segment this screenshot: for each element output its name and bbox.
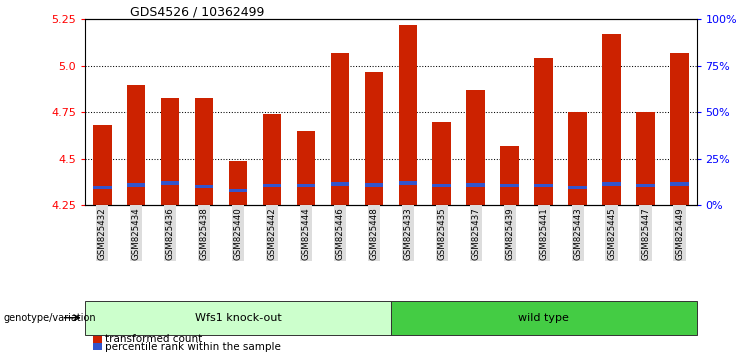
Bar — [391, 301, 697, 335]
Text: percentile rank within the sample: percentile rank within the sample — [105, 342, 281, 352]
Bar — [670, 182, 689, 185]
Bar — [85, 301, 391, 335]
Text: Wfs1 knock-out: Wfs1 knock-out — [195, 313, 282, 323]
Text: GSM825447: GSM825447 — [641, 207, 650, 260]
Bar — [534, 58, 553, 205]
Bar — [637, 113, 655, 205]
Text: GSM825439: GSM825439 — [505, 207, 514, 260]
Bar — [93, 125, 112, 205]
Text: GSM825445: GSM825445 — [607, 207, 616, 260]
Bar — [433, 122, 451, 205]
Text: GSM825437: GSM825437 — [471, 207, 480, 260]
Bar — [161, 98, 179, 205]
Bar — [399, 181, 417, 185]
Bar — [262, 114, 282, 205]
Text: GSM825444: GSM825444 — [302, 207, 310, 260]
Bar — [330, 182, 349, 185]
Text: GSM825443: GSM825443 — [574, 207, 582, 260]
Bar — [262, 184, 282, 188]
Bar — [127, 183, 145, 187]
Text: GSM825436: GSM825436 — [166, 207, 175, 260]
Text: GSM825448: GSM825448 — [370, 207, 379, 260]
Bar — [568, 186, 587, 189]
Text: GSM825442: GSM825442 — [268, 207, 276, 260]
Bar — [195, 98, 213, 205]
Bar — [466, 90, 485, 205]
Text: genotype/variation: genotype/variation — [4, 313, 96, 323]
Bar — [229, 189, 247, 192]
Text: GSM825433: GSM825433 — [403, 207, 412, 260]
Text: GSM825441: GSM825441 — [539, 207, 548, 260]
Text: GSM825435: GSM825435 — [437, 207, 446, 260]
Bar — [229, 161, 247, 205]
Bar — [602, 182, 621, 185]
Bar — [195, 185, 213, 188]
Bar — [127, 85, 145, 205]
Bar — [93, 186, 112, 189]
Text: GSM825434: GSM825434 — [132, 207, 141, 260]
Bar — [365, 72, 383, 205]
Bar — [330, 53, 349, 205]
Bar — [466, 183, 485, 187]
Bar — [296, 184, 316, 188]
Text: GSM825446: GSM825446 — [336, 207, 345, 260]
Bar — [534, 184, 553, 188]
Text: wild type: wild type — [518, 313, 569, 323]
Bar — [161, 181, 179, 185]
Bar — [399, 25, 417, 205]
Text: GSM825438: GSM825438 — [199, 207, 208, 260]
Bar — [296, 131, 316, 205]
Text: GDS4526 / 10362499: GDS4526 / 10362499 — [130, 5, 264, 18]
Bar — [500, 184, 519, 188]
Text: GSM825449: GSM825449 — [675, 207, 684, 260]
Bar — [637, 184, 655, 188]
Bar — [433, 184, 451, 188]
Bar — [670, 53, 689, 205]
Text: GSM825432: GSM825432 — [98, 207, 107, 260]
Text: GSM825440: GSM825440 — [233, 207, 242, 260]
Bar — [500, 146, 519, 205]
Bar — [365, 183, 383, 187]
Bar — [568, 113, 587, 205]
Bar — [602, 34, 621, 205]
Text: transformed count: transformed count — [105, 335, 202, 344]
